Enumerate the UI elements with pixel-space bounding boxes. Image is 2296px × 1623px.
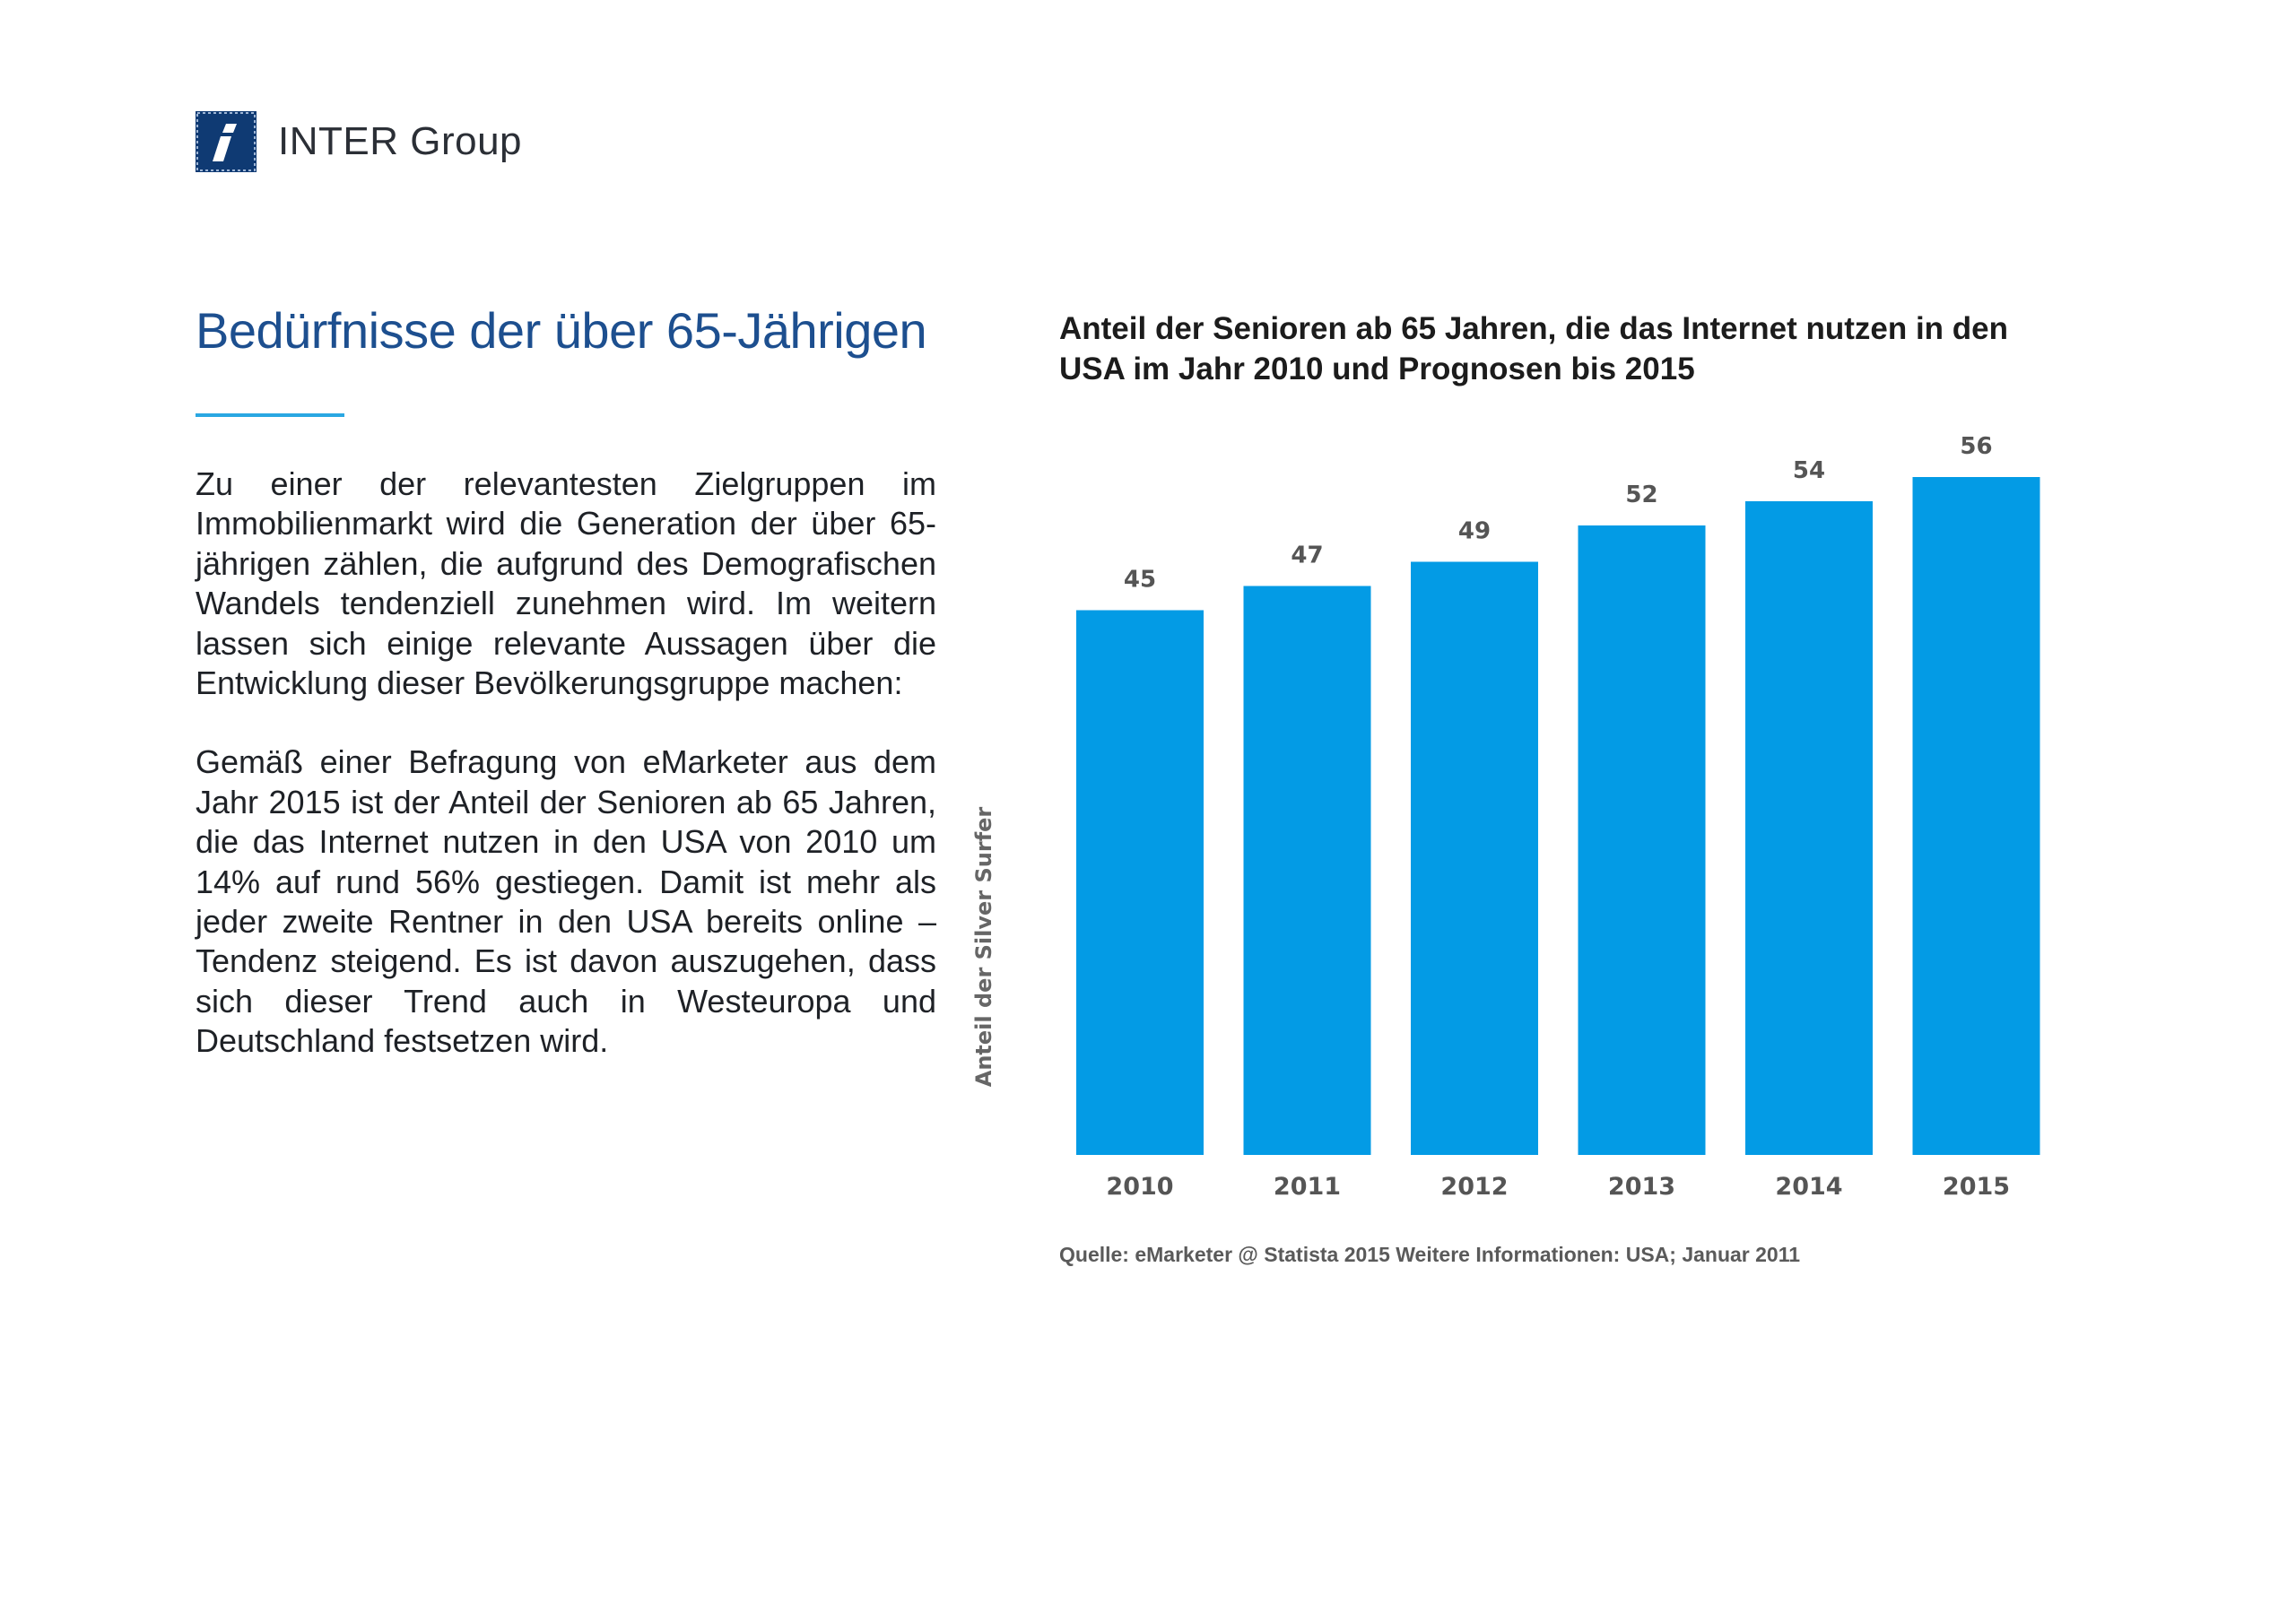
chart-title: Anteil der Senioren ab 65 Jahren, die da… xyxy=(1059,311,2008,386)
data-label-2015: 56 xyxy=(1960,433,1992,460)
x-tick-label-2011: 2011 xyxy=(1274,1173,1341,1201)
data-label-2014: 54 xyxy=(1793,457,1825,484)
logo-letter-i-icon xyxy=(196,112,256,171)
x-tick-label-2014: 2014 xyxy=(1775,1173,1842,1201)
bar-2015 xyxy=(1912,477,2040,1155)
paragraph-intro: Zu einer der relevantesten Zielgruppen i… xyxy=(196,465,936,702)
x-tick-label-2010: 2010 xyxy=(1106,1173,1173,1201)
x-tick-label-2015: 2015 xyxy=(1943,1173,2010,1201)
x-tick-label-2013: 2013 xyxy=(1608,1173,1675,1201)
body-text: Zu einer der relevantesten Zielgruppen i… xyxy=(196,464,936,1101)
bar-2011 xyxy=(1243,586,1371,1155)
bar-2014 xyxy=(1745,501,1873,1155)
chart-source: Quelle: eMarketer @ Statista 2015 Weiter… xyxy=(1059,1243,1801,1266)
page-title: Bedürfnisse der über 65-Jährigen xyxy=(196,302,927,359)
y-axis-label: Anteil der Silver Surfer xyxy=(971,807,996,1088)
paragraph-emarketer: Gemäß einer Befragung von eMarketer aus … xyxy=(196,743,936,1060)
bar-2012 xyxy=(1411,561,1538,1155)
title-underline xyxy=(196,413,344,417)
brand-logo: INTER Group xyxy=(196,111,522,172)
x-tick-label-2012: 2012 xyxy=(1440,1173,1508,1201)
data-label-2012: 49 xyxy=(1458,518,1491,545)
data-label-2013: 52 xyxy=(1625,482,1657,508)
data-label-2010: 45 xyxy=(1124,567,1156,594)
bar-chart: 45 2010 47 2011 49 2012 52 2013 54 2014 56 2015 Ante… xyxy=(971,433,2040,1201)
data-label-2011: 47 xyxy=(1291,542,1323,569)
inter-logo-icon xyxy=(196,111,257,172)
logo-text: INTER Group xyxy=(278,119,523,163)
bar-2010 xyxy=(1076,610,1204,1155)
bar-2013 xyxy=(1578,525,1706,1155)
